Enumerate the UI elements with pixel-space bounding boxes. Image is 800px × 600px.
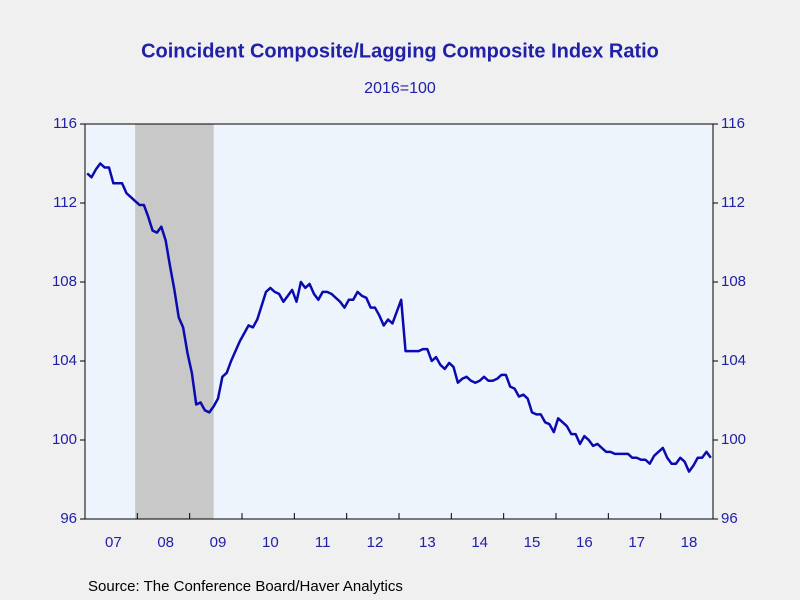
chart-subtitle: 2016=100 xyxy=(364,80,436,97)
y2-tick-label: 100 xyxy=(721,431,746,448)
plot-frame xyxy=(84,123,714,520)
y-tick-label: 96 xyxy=(60,510,77,527)
x-tick-label: 10 xyxy=(262,534,279,551)
data-line xyxy=(86,162,712,473)
chart-title: Coincident Composite/Lagging Composite I… xyxy=(141,40,659,62)
recession-shading xyxy=(135,124,214,519)
x-tick-label: 07 xyxy=(105,534,122,551)
y-tick-label: 104 xyxy=(52,352,77,369)
y2-tick-label: 116 xyxy=(721,115,745,132)
x-tick-label: 08 xyxy=(157,534,174,551)
y-tick-label: 112 xyxy=(53,194,77,211)
x-tick-label: 15 xyxy=(524,534,541,551)
x-tick-label: 17 xyxy=(628,534,645,551)
y2-tick-label: 112 xyxy=(721,194,745,211)
y2-tick-label: 108 xyxy=(721,273,746,290)
x-tick-label: 09 xyxy=(210,534,227,551)
y2-tick-label: 104 xyxy=(721,352,746,369)
y2-tick-label: 96 xyxy=(721,510,738,527)
x-tick-label: 12 xyxy=(367,534,384,551)
x-tick-label: 11 xyxy=(315,534,331,551)
y-tick-label: 108 xyxy=(52,273,77,290)
y-tick-label: 116 xyxy=(53,115,77,132)
source-note: Source: The Conference Board/Haver Analy… xyxy=(88,578,403,595)
x-tick-label: 18 xyxy=(681,534,698,551)
y-tick-label: 100 xyxy=(52,431,77,448)
x-tick-label: 13 xyxy=(419,534,436,551)
x-tick-label: 14 xyxy=(471,534,488,551)
x-tick-label: 16 xyxy=(576,534,593,551)
